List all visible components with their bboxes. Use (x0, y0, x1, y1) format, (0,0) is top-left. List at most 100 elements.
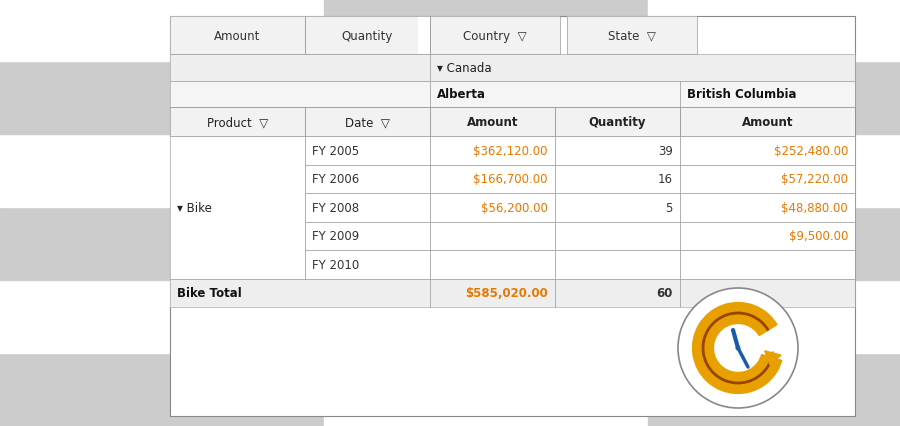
Bar (170, 17, 305, 55)
Bar (305, 137, 430, 165)
Bar (305, 108, 430, 137)
Text: Amount: Amount (214, 29, 261, 43)
Text: FY 2008: FY 2008 (312, 201, 359, 214)
Bar (430, 17, 560, 55)
Circle shape (735, 345, 741, 351)
Text: FY 2009: FY 2009 (312, 230, 359, 243)
Bar (170, 55, 430, 82)
Bar (305, 17, 430, 55)
Bar (680, 279, 855, 307)
Bar (170, 108, 305, 137)
Bar (170, 17, 305, 55)
Bar (680, 250, 855, 279)
Bar (555, 279, 680, 307)
Bar (430, 108, 555, 137)
Bar (680, 137, 855, 165)
Bar (680, 222, 855, 250)
Bar (555, 108, 680, 137)
Bar (430, 222, 555, 250)
Bar (305, 250, 430, 279)
Bar (680, 250, 855, 279)
Bar (430, 137, 555, 165)
Bar (555, 193, 680, 222)
Text: Amount: Amount (742, 116, 793, 129)
Bar (170, 137, 305, 279)
Bar (430, 222, 555, 250)
Text: Alberta: Alberta (437, 88, 486, 101)
Bar (305, 250, 430, 279)
Text: 5: 5 (666, 201, 673, 214)
Bar (170, 279, 430, 307)
Bar (567, 17, 697, 55)
Bar (430, 108, 555, 137)
Bar (305, 137, 430, 165)
Bar (305, 165, 430, 193)
Bar (430, 55, 855, 82)
Text: Quantity: Quantity (589, 116, 646, 129)
Text: FY 2005: FY 2005 (312, 144, 359, 157)
Bar (170, 279, 430, 307)
Bar (430, 193, 555, 222)
Bar (555, 193, 680, 222)
Bar (680, 193, 855, 222)
Bar (418, 17, 430, 55)
Circle shape (678, 288, 798, 408)
Text: Quantity: Quantity (342, 29, 393, 43)
Text: $48,880.00: $48,880.00 (781, 201, 848, 214)
Bar (555, 250, 680, 279)
Bar (305, 108, 430, 137)
Text: FY 2006: FY 2006 (312, 173, 359, 186)
Bar (680, 108, 855, 137)
Text: 39: 39 (658, 144, 673, 157)
Bar (430, 137, 555, 165)
Bar (430, 17, 560, 55)
Text: British Columbia: British Columbia (687, 88, 796, 101)
Bar (555, 137, 680, 165)
Bar (430, 165, 555, 193)
Bar (305, 17, 430, 55)
Bar (680, 82, 855, 108)
Bar (680, 165, 855, 193)
Text: ▾ Bike: ▾ Bike (177, 201, 212, 214)
Bar (430, 279, 555, 307)
Text: Bike Total: Bike Total (177, 287, 242, 299)
Bar (305, 193, 430, 222)
Bar (430, 250, 555, 279)
Bar (555, 165, 680, 193)
Text: Date  ▽: Date ▽ (345, 116, 390, 129)
Bar (170, 137, 305, 279)
Bar (430, 250, 555, 279)
Bar (170, 55, 430, 82)
Bar (305, 222, 430, 250)
Bar (430, 82, 680, 108)
Bar (555, 222, 680, 250)
Text: $585,020.00: $585,020.00 (465, 287, 548, 299)
Text: ▾ Canada: ▾ Canada (437, 62, 491, 75)
Bar (170, 17, 855, 416)
Text: $362,120.00: $362,120.00 (473, 144, 548, 157)
Text: FY 2010: FY 2010 (312, 258, 359, 271)
Bar (555, 279, 680, 307)
Bar (430, 82, 680, 108)
Bar (555, 137, 680, 165)
Text: Country  ▽: Country ▽ (464, 29, 526, 43)
Bar (305, 165, 430, 193)
Bar (170, 82, 430, 108)
Bar (170, 108, 305, 137)
Text: Product  ▽: Product ▽ (207, 116, 268, 129)
Text: $57,220.00: $57,220.00 (781, 173, 848, 186)
Text: $252,480.00: $252,480.00 (774, 144, 848, 157)
FancyArrow shape (765, 351, 781, 365)
Text: Amount: Amount (467, 116, 518, 129)
Bar (555, 222, 680, 250)
Bar (170, 82, 430, 108)
Bar (680, 137, 855, 165)
Bar (567, 17, 697, 55)
Text: $56,200.00: $56,200.00 (482, 201, 548, 214)
Bar (430, 55, 855, 82)
Bar (680, 82, 855, 108)
Bar (555, 250, 680, 279)
Text: State  ▽: State ▽ (608, 29, 656, 43)
Text: 60: 60 (657, 287, 673, 299)
Bar (555, 165, 680, 193)
